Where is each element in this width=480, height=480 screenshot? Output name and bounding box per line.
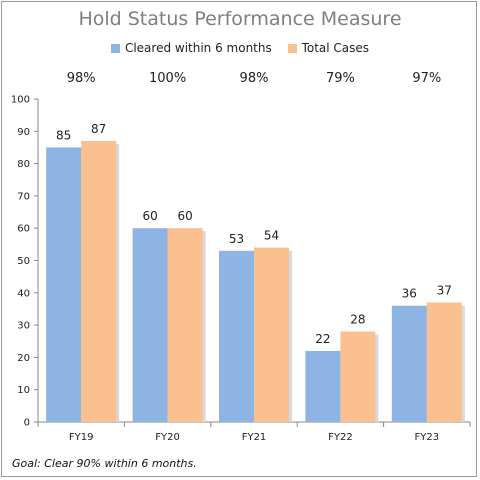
y-tick-label: 100	[11, 95, 30, 106]
y-tick-label: 20	[17, 353, 30, 364]
legend-item-total: Total Cases	[287, 41, 370, 55]
chart-legend: Cleared within 6 months Total Cases	[0, 41, 480, 56]
bar-cleared	[391, 305, 427, 422]
bar-total	[81, 140, 117, 423]
legend-label-cleared: Cleared within 6 months	[124, 41, 272, 55]
x-category-label: FY23	[415, 432, 440, 443]
data-label: 54	[264, 229, 279, 243]
bar-total	[254, 247, 289, 422]
y-tick-label: 40	[17, 288, 30, 299]
legend-swatch-cleared	[110, 43, 120, 53]
x-category-label: FY22	[328, 432, 353, 443]
percentage-label: 98%	[240, 71, 269, 86]
y-tick-label: 50	[17, 256, 30, 267]
data-label: 85	[56, 128, 71, 142]
x-category-label: FY21	[242, 432, 267, 443]
bar-total	[167, 228, 203, 422]
data-label: 53	[229, 232, 244, 246]
legend-label-total: Total Cases	[301, 41, 370, 55]
bar-cleared	[46, 147, 82, 422]
y-tick-label: 30	[17, 321, 30, 332]
bar-cleared	[132, 228, 168, 422]
y-tick-label: 0	[24, 418, 30, 429]
y-tick-label: 10	[17, 385, 30, 396]
y-tick-label: 80	[17, 159, 30, 170]
percentage-label: 98%	[67, 71, 96, 86]
y-tick-label: 70	[17, 191, 30, 202]
data-label: 87	[91, 122, 106, 136]
legend-swatch-total	[287, 43, 297, 53]
bar-total	[426, 302, 462, 422]
y-tick-label: 60	[17, 224, 30, 235]
data-label: 22	[315, 332, 330, 346]
chart-title: Hold Status Performance Measure	[78, 8, 402, 30]
legend-item-cleared: Cleared within 6 months	[110, 41, 272, 55]
x-category-label: FY19	[69, 432, 94, 443]
x-category-label: FY20	[155, 432, 180, 443]
data-label: 37	[437, 283, 452, 297]
bar-cleared	[219, 250, 254, 422]
bar-total	[340, 331, 376, 422]
y-tick-label: 90	[17, 127, 30, 138]
chart-footnote: Goal: Clear 90% within 6 months.	[12, 457, 197, 470]
data-label: 36	[402, 287, 417, 301]
data-label: 60	[177, 209, 192, 223]
data-label: 60	[142, 209, 157, 223]
bar-cleared	[305, 350, 341, 422]
percentage-label: 79%	[326, 71, 355, 86]
percentage-label: 100%	[149, 71, 186, 86]
data-label: 28	[350, 313, 365, 327]
percentage-label: 97%	[412, 71, 441, 86]
